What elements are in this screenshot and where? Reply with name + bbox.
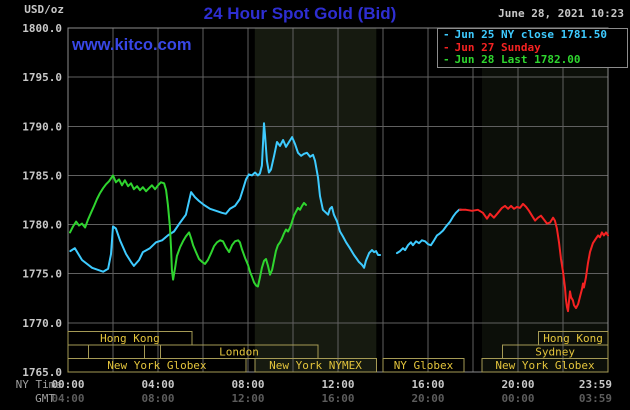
y-axis-tick-label: 1780.0 xyxy=(22,219,62,232)
kitco-watermark-link[interactable]: www.kitco.com xyxy=(72,36,192,54)
x-axis-ny-tick-label: 20:00 xyxy=(501,378,534,391)
unit-label: USD/oz xyxy=(24,3,64,16)
session-box-new-york-nymex xyxy=(254,358,377,373)
legend-item: - Jun 25 NY close 1781.50 xyxy=(443,28,627,42)
x-axis-ny-tick-label: 04:00 xyxy=(141,378,174,391)
x-axis-gmt-tick-label: 03:59 xyxy=(579,392,612,405)
session-box-ny-globex xyxy=(382,358,465,373)
session-box-new-york-globex xyxy=(481,358,609,373)
series-line-jun-28-last-1782.00 xyxy=(69,174,307,288)
series-line-jun-25-ny-close-1781.50 xyxy=(69,122,382,273)
y-axis-tick-label: 1775.0 xyxy=(22,268,62,281)
series-line-jun-27-sunday xyxy=(459,202,609,313)
legend-swatch-icon: - xyxy=(443,40,450,54)
x-axis-gmt-tick-label: 08:00 xyxy=(141,392,174,405)
session-highlight-band-0 xyxy=(254,28,377,372)
session-label: NY Globex xyxy=(394,359,454,372)
series-line-jun-25-ny-close-1781.50 xyxy=(395,208,463,255)
ny-time-row-label: NY Time xyxy=(16,378,62,391)
session-box xyxy=(67,344,89,359)
page-title: 24 Hour Spot Gold (Bid) xyxy=(203,4,397,23)
session-box-new-york-globex xyxy=(67,358,247,373)
x-axis-ny-tick-label: 08:00 xyxy=(231,378,264,391)
y-axis-tick-label: 1785.0 xyxy=(22,169,62,182)
x-axis-gmt-tick-label: 16:00 xyxy=(321,392,354,405)
y-axis-tick-label: 1790.0 xyxy=(22,120,62,133)
legend-label: Jun 25 NY close 1781.50 xyxy=(454,28,607,41)
chart-legend: - Jun 25 NY close 1781.50- Jun 27 Sunday - J… xyxy=(437,28,628,68)
x-axis-ny-tick-label: 12:00 xyxy=(321,378,354,391)
x-axis-gmt-tick-label: 12:00 xyxy=(231,392,264,405)
legend-item: - Jun 27 Sunday xyxy=(443,40,627,55)
legend-item: - Jun 28 Last 1782.00 xyxy=(443,53,627,67)
x-axis-ny-tick-label: 00:00 xyxy=(51,378,84,391)
session-box xyxy=(87,344,146,359)
session-label: Hong Kong xyxy=(100,332,160,345)
legend-label: Jun 28 Last 1782.00 xyxy=(454,53,581,66)
legend-swatch-icon: - xyxy=(443,28,450,41)
session-label: New York Globex xyxy=(495,359,595,372)
y-axis-tick-label: 1765.0 xyxy=(22,366,62,379)
session-label: London xyxy=(219,346,259,359)
y-axis-tick-label: 1795.0 xyxy=(22,71,62,84)
session-label: Sydney xyxy=(535,346,575,359)
x-axis-gmt-tick-label: 20:00 xyxy=(411,392,444,405)
session-highlight-band-1 xyxy=(482,28,608,372)
gmt-row-label: GMT xyxy=(35,392,55,405)
y-axis-tick-label: 1770.0 xyxy=(22,317,62,330)
legend-label: Jun 27 Sunday xyxy=(454,40,541,54)
session-label: Hong Kong xyxy=(543,332,603,345)
x-axis-gmt-tick-label: 04:00 xyxy=(51,392,84,405)
chart-datetime: June 28, 2021 10:23 xyxy=(498,7,624,20)
x-axis-gmt-tick-label: 00:00 xyxy=(501,392,534,405)
session-label: New York NYMEX xyxy=(269,359,362,372)
x-axis-ny-tick-label: 16:00 xyxy=(411,378,444,391)
y-axis-tick-label: 1800.0 xyxy=(22,22,62,35)
x-axis-ny-tick-label: 23:59 xyxy=(579,378,612,391)
legend-swatch-icon: - xyxy=(443,53,450,66)
session-label: New York Globex xyxy=(107,359,207,372)
